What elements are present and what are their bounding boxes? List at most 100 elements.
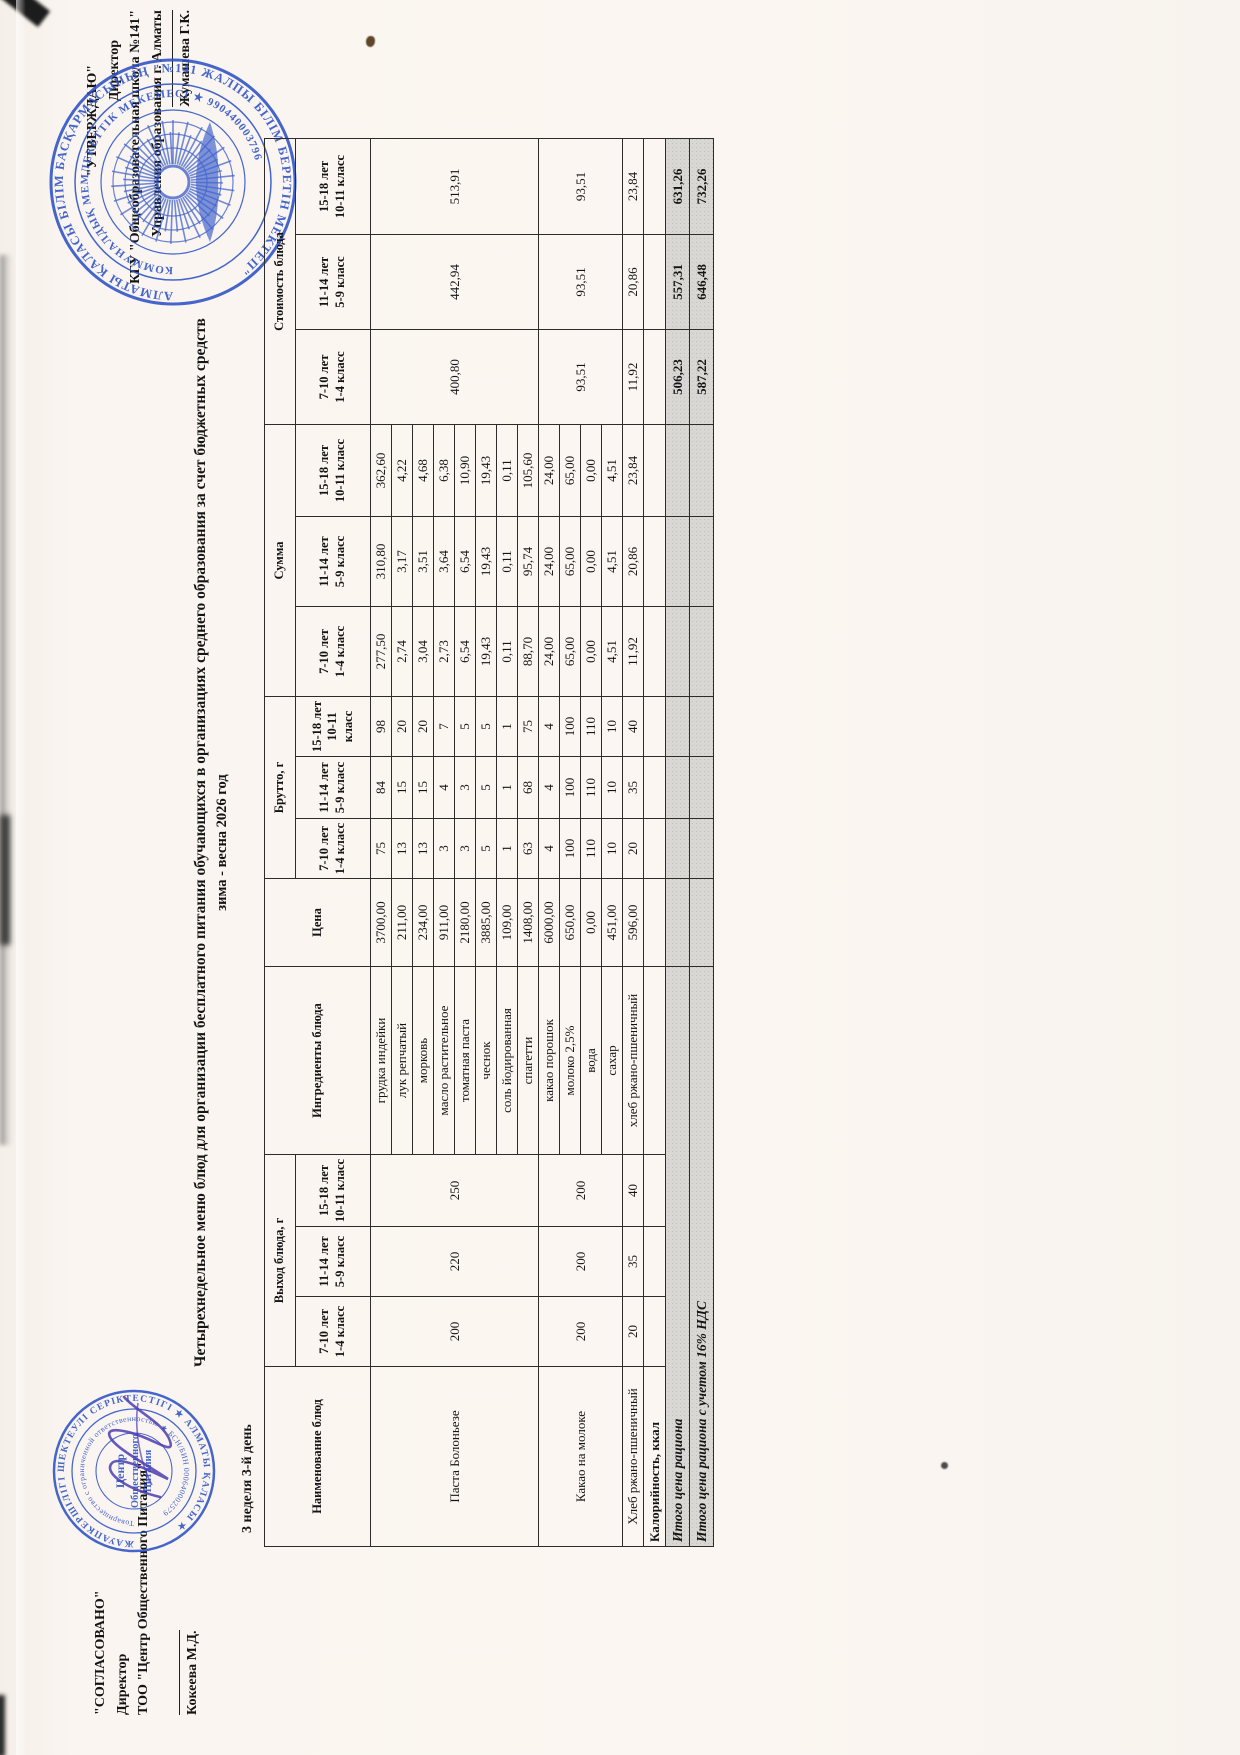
calories-empty-cell xyxy=(643,234,666,330)
total-empty-cell xyxy=(689,516,714,607)
ingredient-brutto-2: 20 xyxy=(391,696,413,757)
ingredient-sum-1: 20,86 xyxy=(622,516,644,607)
ingredient-sum-1: 95,74 xyxy=(517,516,539,607)
dish-2-cost-0: 11,92 xyxy=(622,329,644,425)
total-empty-cell xyxy=(665,516,690,607)
ingredient-sum-2: 105,60 xyxy=(517,424,539,517)
dish-name-1: Какао на молоке xyxy=(538,1366,623,1547)
ingredient-name: молоко 2,5% xyxy=(559,966,581,1155)
col-subheader-sum-age-0: 7-10 лет 1-4 класс xyxy=(295,606,371,697)
ingredient-name: лук репчатый xyxy=(391,966,413,1155)
ingredient-sum-0: 11,92 xyxy=(622,606,644,697)
ingredient-sum-0: 88,70 xyxy=(517,606,539,697)
ingredient-brutto-0: 3 xyxy=(433,818,455,879)
calories-empty-cell xyxy=(643,878,666,967)
ingredient-sum-0: 4,51 xyxy=(601,606,623,697)
dish-1-output-0: 200 xyxy=(538,1296,623,1367)
ingredient-price: 451,00 xyxy=(601,878,623,967)
ingredient-brutto-2: 110 xyxy=(580,696,602,757)
calories-empty-cell xyxy=(643,1226,666,1297)
signature-left xyxy=(107,1395,173,1499)
document-title: Четырехнедельное меню блюд для организац… xyxy=(192,0,231,1755)
total-empty-cell xyxy=(689,756,714,819)
ingredient-brutto-0: 1 xyxy=(496,818,518,879)
col-subheader-cost-age-2: 15-18 лет 10-11 класс xyxy=(295,138,371,235)
col-header-ingredients: Ингредиенты блюда xyxy=(264,966,371,1155)
ingredient-sum-1: 19,43 xyxy=(475,516,497,607)
total-empty-cell xyxy=(689,818,714,879)
calories-empty-cell xyxy=(643,606,666,697)
ingredient-name: спагетти xyxy=(517,966,539,1155)
dish-1-cost-1: 93,51 xyxy=(538,234,623,330)
ingredient-sum-0: 0,11 xyxy=(496,606,518,697)
dish-0-output-1: 220 xyxy=(370,1226,539,1297)
col-subheader-brutto-age-0: 7-10 лет 1-4 класс xyxy=(295,818,371,879)
ingredient-name: томатная паста xyxy=(454,966,476,1155)
total-label-0: Итого цена рациона xyxy=(665,966,690,1547)
ingredient-brutto-2: 5 xyxy=(475,696,497,757)
ingredient-brutto-0: 13 xyxy=(391,818,413,879)
menu-table: Наименование блюд Выход блюда, г Ингреди… xyxy=(264,138,714,1547)
ingredient-sum-0: 65,00 xyxy=(559,606,581,697)
ingredient-sum-2: 0,00 xyxy=(580,424,602,517)
calories-empty-cell xyxy=(643,966,666,1155)
ingredient-price: 211,00 xyxy=(391,878,413,967)
dish-2-cost-2: 23,84 xyxy=(622,138,644,235)
ingredient-sum-0: 0,00 xyxy=(580,606,602,697)
col-header-dish-name: Наименование блюд xyxy=(264,1366,371,1547)
ingredient-brutto-1: 15 xyxy=(391,756,413,819)
stamp-right-inner-ring-text: КОММУНАЛДЫҚ МЕМЛЕКЕТТІК МЕКЕМЕСІ ★ 99044… xyxy=(79,88,264,276)
ingredient-brutto-1: 1 xyxy=(496,756,518,819)
ingredient-brutto-2: 7 xyxy=(433,696,455,757)
ingredient-brutto-1: 10 xyxy=(601,756,623,819)
ingredient-row: Хлеб ржано-пшеничный 20 35 40 хлеб ржано-пше… xyxy=(622,138,644,1547)
ingredient-brutto-1: 110 xyxy=(580,756,602,819)
ingredient-sum-0: 24,00 xyxy=(538,606,560,697)
dish-0-cost-2: 513,91 xyxy=(370,138,539,235)
total-empty-cell xyxy=(665,606,690,697)
ingredient-brutto-2: 10 xyxy=(601,696,623,757)
col-subheader-output-age-2: 15-18 лет 10-11 класс xyxy=(295,1154,371,1227)
ingredient-brutto-1: 84 xyxy=(370,756,392,819)
dish-0-output-2: 250 xyxy=(370,1154,539,1227)
total-empty-cell xyxy=(689,696,714,757)
ingredient-brutto-0: 75 xyxy=(370,818,392,879)
ingredient-sum-2: 10,90 xyxy=(454,424,476,517)
ingredient-brutto-2: 1 xyxy=(496,696,518,757)
calories-empty-cell xyxy=(643,696,666,757)
ingredient-brutto-0: 110 xyxy=(580,818,602,879)
total-row-0: Итого цена рациона 506,23 557,31 631,26 xyxy=(665,138,690,1547)
ingredient-brutto-0: 10 xyxy=(601,818,623,879)
stamp-left-center-2: Общественного xyxy=(130,1434,141,1508)
ingredient-price: 6000,00 xyxy=(538,878,560,967)
ingredient-sum-0: 6,54 xyxy=(454,606,476,697)
dish-2-output-2: 40 xyxy=(622,1154,644,1227)
ingredient-name: вода xyxy=(580,966,602,1155)
ingredient-sum-2: 4,68 xyxy=(412,424,434,517)
total-row-1: Итого цена рациона с учетом 16% НДС 587,2… xyxy=(689,138,714,1547)
ingredient-sum-0: 277,50 xyxy=(370,606,392,697)
ingredient-sum-2: 23,84 xyxy=(622,424,644,517)
ingredient-sum-2: 4,51 xyxy=(601,424,623,517)
ingredient-brutto-1: 5 xyxy=(475,756,497,819)
ingredient-brutto-2: 75 xyxy=(517,696,539,757)
ingredient-brutto-2: 40 xyxy=(622,696,644,757)
ingredient-sum-1: 24,00 xyxy=(538,516,560,607)
ingredient-sum-1: 3,64 xyxy=(433,516,455,607)
calories-row: Калорийность, ккал xyxy=(643,138,666,1547)
ingredient-price: 650,00 xyxy=(559,878,581,967)
col-subheader-sum-age-2: 15-18 лет 10-11 класс xyxy=(295,424,371,517)
ingredient-brutto-0: 13 xyxy=(412,818,434,879)
total-empty-cell xyxy=(665,818,690,879)
ingredient-brutto-2: 4 xyxy=(538,696,560,757)
ingredient-brutto-0: 20 xyxy=(622,818,644,879)
calories-empty-cell xyxy=(643,516,666,607)
dish-0-cost-0: 400,80 xyxy=(370,329,539,425)
ingredient-sum-2: 0,11 xyxy=(496,424,518,517)
ingredient-brutto-2: 5 xyxy=(454,696,476,757)
ingredient-sum-1: 6,54 xyxy=(454,516,476,607)
ingredient-brutto-1: 15 xyxy=(412,756,434,819)
total-empty-cell xyxy=(665,424,690,517)
ingredient-sum-1: 0,00 xyxy=(580,516,602,607)
total-value-1-2: 732,26 xyxy=(689,138,714,235)
